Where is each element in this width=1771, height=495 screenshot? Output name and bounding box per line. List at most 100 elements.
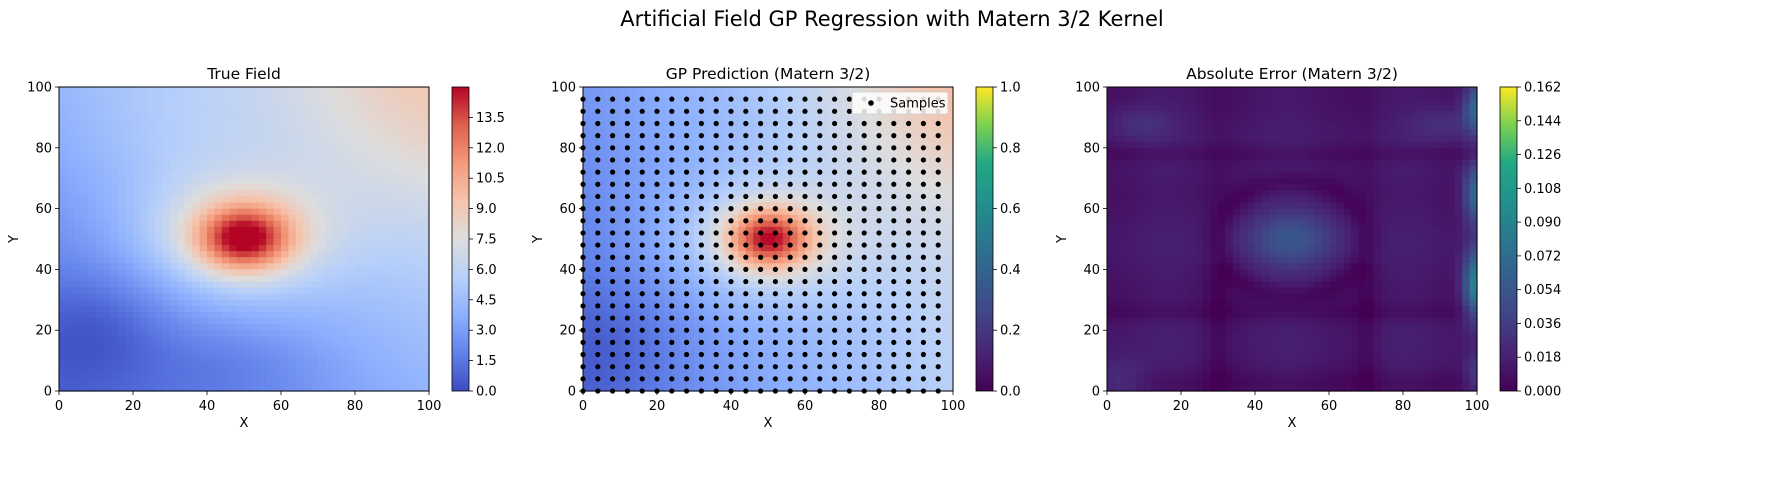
heatmap-cell <box>59 384 67 392</box>
heatmap-cell <box>414 226 423 234</box>
heatmap-cell <box>671 281 680 289</box>
heatmap-cell <box>790 342 799 350</box>
heatmap-cell <box>597 378 606 386</box>
heatmap-cell <box>155 111 164 118</box>
heatmap-cell <box>649 311 658 319</box>
heatmap-cell <box>812 190 821 198</box>
heatmap-cell <box>753 141 762 149</box>
heatmap-cell <box>812 172 821 179</box>
heatmap-cell <box>583 293 591 301</box>
heatmap-cell <box>834 324 843 331</box>
heatmap-cell <box>133 354 141 362</box>
heatmap-cell <box>244 293 252 301</box>
heatmap-cell <box>679 166 688 173</box>
heatmap-cell <box>281 220 289 228</box>
heatmap-cell <box>856 384 865 392</box>
heatmap-cell <box>627 293 636 301</box>
heatmap-cell <box>125 293 134 301</box>
heatmap-cell <box>244 318 252 325</box>
heatmap-cell <box>805 384 813 392</box>
heatmap-cell <box>421 196 430 204</box>
heatmap-cell <box>834 123 843 131</box>
heatmap-cell <box>377 129 386 137</box>
heatmap-cell <box>657 275 665 283</box>
heatmap-cell <box>827 226 836 234</box>
heatmap-cell <box>612 366 621 374</box>
heatmap-cell <box>318 184 326 191</box>
heatmap-cell <box>88 239 97 246</box>
heatmap-cell <box>782 318 791 325</box>
heatmap-cell <box>273 263 282 270</box>
heatmap-cell <box>930 384 939 392</box>
heatmap-cell <box>649 293 658 301</box>
heatmap-cell <box>421 153 430 161</box>
heatmap-cell <box>649 129 658 137</box>
heatmap-cell <box>856 190 865 198</box>
heatmap-cell <box>325 324 334 331</box>
heatmap-cell <box>686 245 695 252</box>
heatmap-cell <box>110 257 119 264</box>
heatmap-cell <box>414 184 423 191</box>
heatmap-cell <box>273 87 282 94</box>
heatmap-cell <box>886 305 895 313</box>
heatmap-cell <box>686 178 695 185</box>
heatmap-cell <box>790 305 799 313</box>
heatmap-cell <box>634 135 643 143</box>
heatmap-cell <box>768 214 776 222</box>
heatmap-cell <box>318 178 326 185</box>
heatmap-cell <box>295 287 304 295</box>
heatmap-cell <box>908 299 917 307</box>
heatmap-cell <box>605 311 614 319</box>
heatmap-cell <box>827 105 836 112</box>
heatmap-cell <box>797 330 806 337</box>
heatmap-cell <box>731 342 739 350</box>
heatmap-cell <box>133 190 141 198</box>
heatmap-cell <box>229 324 238 331</box>
heatmap-cell <box>362 275 371 283</box>
heatmap-cell <box>901 123 910 131</box>
heatmap-cell <box>59 287 67 295</box>
heatmap-cell <box>627 159 636 167</box>
heatmap-cell <box>66 172 75 179</box>
heatmap-cell <box>819 275 828 283</box>
heatmap-cell <box>620 232 628 240</box>
heatmap-cell <box>392 178 400 185</box>
heatmap-cell <box>273 220 282 228</box>
heatmap-cell <box>66 360 75 368</box>
heatmap-cell <box>916 342 924 350</box>
heatmap-cell <box>118 220 127 228</box>
heatmap-cell <box>229 245 238 252</box>
heatmap-cell <box>103 208 112 216</box>
heatmap-cell <box>642 372 651 380</box>
heatmap-cell <box>775 263 784 270</box>
heatmap-cell <box>221 372 230 380</box>
heatmap-cell <box>310 147 319 155</box>
heatmap-cell <box>421 287 430 295</box>
heatmap-cell <box>147 251 156 258</box>
heatmap-cell <box>627 105 636 112</box>
heatmap-cell <box>819 263 828 270</box>
heatmap-cell <box>170 93 178 100</box>
heatmap-cell <box>392 293 400 301</box>
heatmap-cell <box>827 147 836 155</box>
heatmap-cell <box>355 348 363 356</box>
heatmap-cell <box>66 93 75 100</box>
heatmap-cell <box>731 202 739 210</box>
heatmap-cell <box>664 245 673 252</box>
heatmap-cell <box>192 99 201 106</box>
heatmap-cell <box>738 135 747 143</box>
heatmap-cell <box>414 135 423 143</box>
heatmap-cell <box>731 172 739 179</box>
heatmap-cell <box>414 324 423 331</box>
heatmap-cell <box>318 384 326 392</box>
heatmap-cell <box>686 93 695 100</box>
heatmap-cell <box>362 184 371 191</box>
heatmap-cell <box>916 208 924 216</box>
heatmap-cell <box>273 239 282 246</box>
heatmap-cell <box>421 336 430 343</box>
heatmap-cell <box>605 330 614 337</box>
heatmap-cell <box>760 105 769 112</box>
heatmap-cell <box>421 263 430 270</box>
heatmap-cell <box>207 214 215 222</box>
heatmap-cell <box>414 251 423 258</box>
